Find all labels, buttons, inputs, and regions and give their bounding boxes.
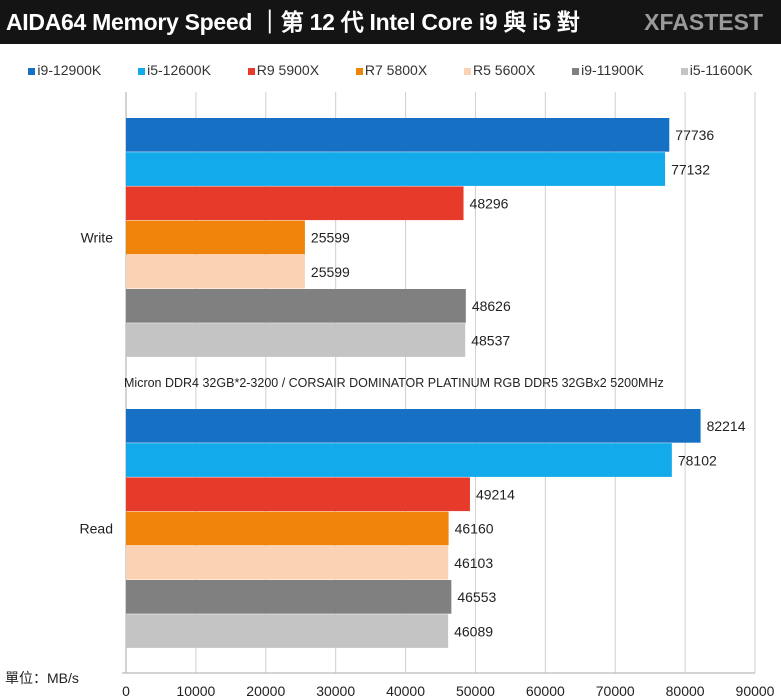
bar-write-r5-5600x: [126, 254, 305, 289]
x-tick-label: 30000: [316, 683, 355, 699]
bar-read-r9-5900x: [126, 477, 470, 512]
legend-item: i9-11900K: [572, 62, 644, 78]
legend-item: i5-12600K: [138, 62, 211, 78]
data-label: 48296: [470, 196, 509, 212]
data-label: 77736: [675, 127, 714, 143]
chart-title: AIDA64 Memory Speed ｜第 12 代 Intel Core i…: [6, 9, 580, 35]
data-label: 78102: [678, 452, 717, 468]
data-label: 25599: [311, 264, 350, 280]
data-label: 48537: [471, 332, 510, 348]
data-label: 46103: [454, 555, 493, 571]
x-tick-label: 40000: [386, 683, 425, 699]
legend-item: R7 5800X: [355, 62, 428, 78]
legend-label: i9-11900K: [581, 62, 644, 78]
x-tick-label: 20000: [246, 683, 285, 699]
bar-write-r7-5800x: [126, 220, 305, 255]
data-label: 77132: [671, 161, 710, 177]
x-tick-label: 50000: [456, 683, 495, 699]
bar-write-r9-5900x: [126, 186, 464, 221]
legend-swatch: [464, 67, 472, 75]
legend-label: i9-12900K: [37, 62, 102, 78]
x-tick-label: 80000: [666, 683, 705, 699]
data-label: 46553: [457, 589, 496, 605]
legend-label: R5 5600X: [473, 62, 536, 78]
x-tick-label: 0: [122, 683, 130, 699]
legend-item: i5-11600K: [680, 62, 753, 78]
x-tick-label: 70000: [596, 683, 635, 699]
x-tick-label: 10000: [176, 683, 215, 699]
header-bar: AIDA64 Memory Speed ｜第 12 代 Intel Core i…: [0, 0, 781, 44]
category-label: Write: [81, 230, 114, 246]
legend-label: i5-12600K: [147, 62, 211, 78]
bar-write-i5-12600k: [126, 152, 666, 186]
bar-read-r5-5600x: [126, 545, 449, 580]
data-label: 46160: [455, 521, 494, 537]
legend-item: R5 5600X: [464, 62, 535, 78]
unit-label: 單位：MB/s: [5, 670, 79, 686]
legend-item: i9-12900K: [28, 62, 101, 78]
legend-item: R9 5900X: [247, 62, 320, 78]
data-label: 82214: [707, 418, 746, 434]
data-label: 49214: [476, 487, 515, 503]
bar-write-i5-11600k: [126, 323, 466, 357]
category-label: Read: [80, 521, 113, 537]
bar-write-i9-12900k: [126, 118, 670, 152]
legend-swatch: [138, 67, 146, 75]
data-label: 25599: [311, 230, 350, 246]
legend-label: R9 5900X: [256, 62, 320, 78]
bar-read-i5-11600k: [126, 614, 449, 648]
legend-swatch: [572, 67, 580, 75]
bar-read-i9-11900k: [126, 580, 452, 614]
x-tick-label: 60000: [526, 683, 565, 699]
legend-swatch: [247, 67, 255, 75]
legend: i9-12900K i5-12600K R9 5900X R7 5800X R5 560…: [0, 62, 781, 78]
data-label: 48626: [472, 298, 511, 314]
memory-annotation: Micron DDR4 32GB*2-3200 / CORSAIR DOMINA…: [124, 376, 664, 390]
legend-swatch: [28, 67, 36, 75]
bar-read-r7-5800x: [126, 511, 449, 546]
bar-write-i9-11900k: [126, 289, 466, 323]
brand-logo: XFASTEST: [644, 9, 763, 35]
legend-label: i5-11600K: [689, 62, 753, 78]
legend-swatch: [355, 67, 363, 75]
legend-label: R7 5800X: [364, 62, 428, 78]
data-label: 46089: [454, 623, 493, 639]
bar-read-i9-12900k: [126, 409, 701, 443]
legend-swatch: [680, 67, 688, 75]
bar-read-i5-12600k: [126, 443, 672, 477]
x-tick-label: 90000: [736, 683, 775, 699]
